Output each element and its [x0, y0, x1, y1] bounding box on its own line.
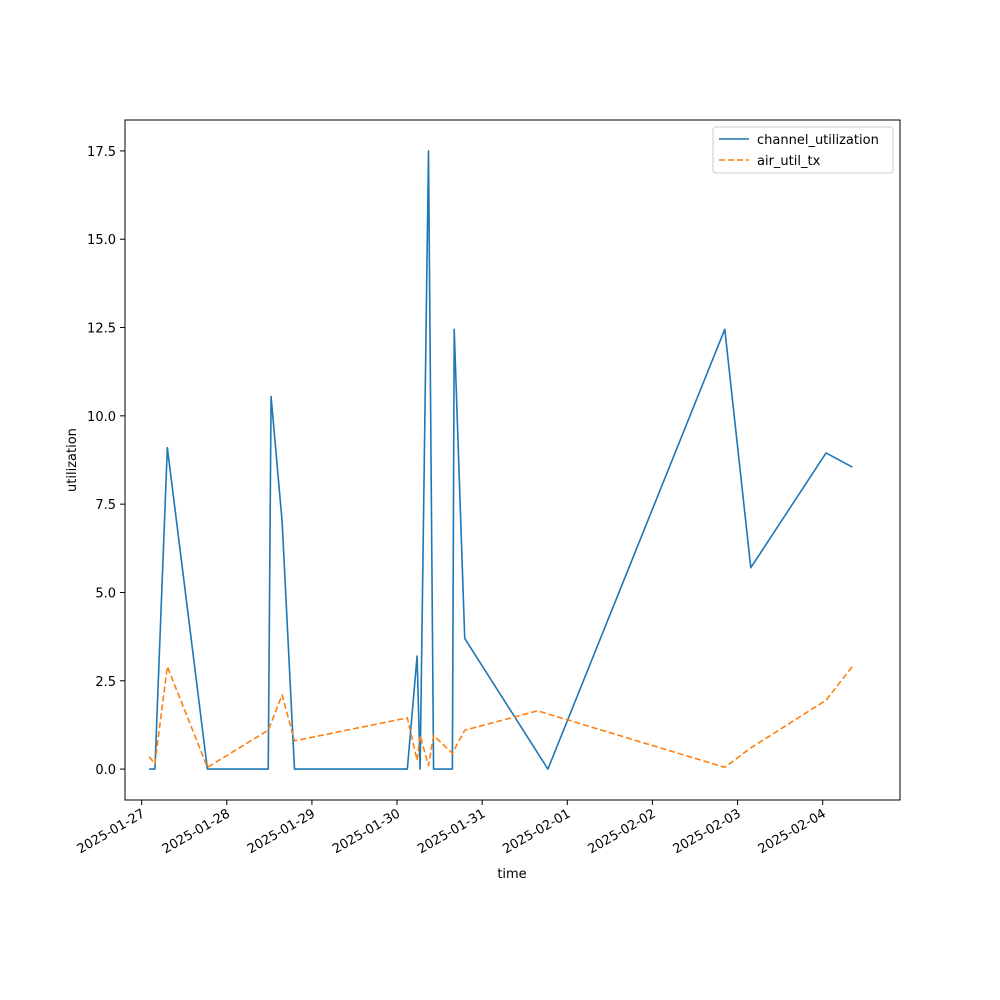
- axes-frame: [124, 119, 901, 801]
- y-tick-label: 12.5: [87, 322, 116, 337]
- legend: channel_utilization air_util_tx: [712, 126, 894, 174]
- plot-area: [125, 120, 900, 800]
- series-line-air-util-tx: [148, 665, 853, 769]
- legend-box: [712, 126, 894, 174]
- y-axis-label: utilization: [65, 428, 80, 492]
- y-tick-label: 17.5: [87, 145, 116, 160]
- y-tick-label: 2.5: [95, 675, 116, 690]
- y-tick-label: 0.0: [95, 763, 116, 778]
- series-layer: [148, 150, 853, 770]
- y-tick-label: 7.5: [95, 498, 116, 513]
- y-tick-label: 5.0: [95, 586, 116, 601]
- y-tick-label: 10.0: [87, 410, 116, 425]
- legend-label-channel-utilization: channel_utilization: [757, 133, 879, 148]
- x-axis-label: time: [497, 867, 526, 882]
- legend-label-air-util-tx: air_util_tx: [757, 154, 821, 169]
- y-axis: 0.0 2.5 5.0 7.5 10.0 12.5 15.0 17.5: [87, 145, 125, 778]
- series-line-channel-utilization: [149, 150, 853, 770]
- y-tick-label: 15.0: [87, 233, 116, 248]
